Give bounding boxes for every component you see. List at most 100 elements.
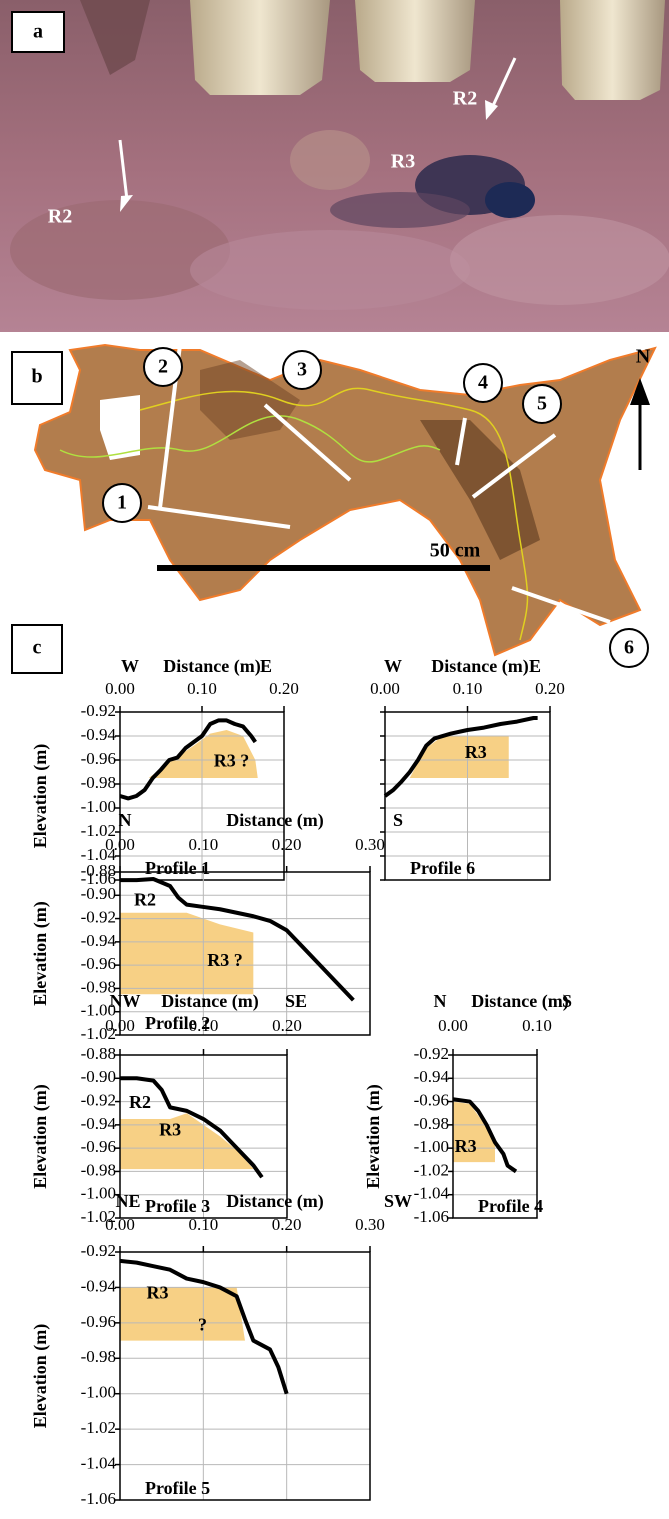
panel-label: b [31, 366, 42, 388]
y-tick-label: -0.98 [414, 1114, 449, 1133]
panel-label: c [33, 637, 42, 659]
profile-number: 3 [297, 359, 307, 381]
y-tick-label: -0.88 [81, 861, 116, 880]
y-tick-label: -0.94 [81, 931, 117, 950]
unit-label: R2 [453, 88, 477, 110]
x-tick-label: 0.20 [272, 1016, 302, 1035]
plot-frame [119, 1251, 371, 1501]
annotation: R2 [134, 889, 156, 909]
profile-line [452, 1097, 518, 1174]
y-tick-label: -0.98 [81, 773, 116, 792]
profile-marker [102, 483, 142, 523]
x-tick-label: 0.20 [272, 835, 302, 854]
shade-label: R3 [455, 1136, 477, 1156]
y-tick-label: -1.00 [81, 1184, 116, 1203]
y-tick-label: -0.96 [414, 1090, 449, 1109]
profile-marker [522, 384, 562, 424]
y-tick-label: -1.06 [81, 1489, 116, 1508]
x-tick-label: 0.00 [105, 835, 135, 854]
profile-number: 2 [158, 356, 168, 378]
y-tick-label: -0.92 [81, 1241, 116, 1260]
y-tick-label: -1.06 [414, 1207, 449, 1226]
x-tick-label: 0.20 [272, 1215, 302, 1234]
y-axis-title: Elevation (m) [363, 1084, 384, 1188]
y-tick-label: -0.92 [81, 1090, 116, 1109]
y-tick-label: -1.00 [81, 1383, 116, 1402]
y-axis-title: Elevation (m) [30, 901, 51, 1005]
y-tick-label: -0.92 [414, 1044, 449, 1063]
profile-line [119, 1258, 289, 1395]
x-axis-title: Distance (m) [226, 1191, 323, 1212]
profile-title: Profile 1 [145, 858, 210, 878]
y-tick-label: -0.94 [81, 725, 117, 744]
unit-area [120, 1113, 254, 1170]
x-tick-label: 0.10 [453, 679, 483, 698]
unit-area [409, 736, 509, 778]
profile-title: Profile 4 [478, 1196, 543, 1216]
profile-marker [463, 363, 503, 403]
y-tick-label: -1.02 [81, 821, 116, 840]
plot-frame [452, 1054, 538, 1219]
profile-title: Profile 6 [410, 858, 475, 878]
y-tick-label: -1.02 [81, 1418, 116, 1437]
y-tick-label: -0.90 [81, 1067, 116, 1086]
profile-number: 1 [117, 492, 127, 514]
direction-label: S [393, 810, 403, 830]
profile-line [119, 718, 257, 801]
x-tick-label: 0.10 [189, 1016, 219, 1035]
y-tick-label: -0.94 [414, 1067, 450, 1086]
direction-label: SE [285, 991, 307, 1011]
y-axis-title: Elevation (m) [30, 1324, 51, 1428]
y-tick-label: -1.04 [414, 1184, 450, 1203]
direction-label: S [562, 991, 572, 1011]
y-tick-label: -1.06 [81, 869, 116, 888]
y-tick-label: -1.04 [81, 1453, 117, 1472]
shade-label: R3 [159, 1120, 181, 1140]
y-tick-label: -0.88 [81, 1044, 116, 1063]
direction-label: NE [115, 1191, 140, 1211]
map: b 50 cm N [11, 343, 657, 657]
x-tick-label: 0.00 [370, 679, 400, 698]
y-tick-label: -0.98 [81, 1160, 116, 1179]
y-axis-title: Elevation (m) [30, 1084, 51, 1188]
y-tick-label: -1.00 [81, 1001, 116, 1020]
profile-marker [143, 347, 183, 387]
profile-title: Profile 3 [145, 1196, 210, 1216]
north-label: N [636, 346, 651, 368]
y-tick-label: -1.02 [414, 1160, 449, 1179]
x-tick-label: 0.00 [105, 1016, 135, 1035]
profile-number: 4 [478, 372, 488, 394]
annotation: R2 [129, 1092, 151, 1112]
y-tick-label: -1.00 [81, 797, 116, 816]
unit-label: R3 [391, 151, 415, 173]
profile-line [383, 716, 538, 798]
x-tick-label: 0.10 [187, 679, 217, 698]
profile-number: 5 [537, 393, 547, 415]
shade-label: R3 ? [207, 950, 243, 970]
shade-label: R3 [147, 1282, 169, 1302]
x-axis-title: Distance (m) [163, 656, 260, 677]
x-tick-label: 0.20 [269, 679, 299, 698]
y-tick-label: -0.92 [81, 907, 116, 926]
x-tick-label: 0.10 [188, 835, 218, 854]
plot-frame [119, 871, 371, 1036]
panel-label: a [33, 21, 43, 43]
y-tick-label: -0.94 [81, 1114, 117, 1133]
unit-label: R2 [48, 206, 72, 228]
y-tick-label: -0.90 [81, 884, 116, 903]
x-axis-title: Distance (m) [471, 991, 568, 1012]
direction-label: SW [384, 1191, 412, 1211]
x-axis-title: Distance (m) [431, 656, 528, 677]
y-tick-label: -1.04 [81, 845, 117, 864]
y-tick-label: -0.94 [81, 1276, 117, 1295]
y-tick-label: -1.00 [414, 1137, 449, 1156]
y-tick-label: -1.02 [81, 1207, 116, 1226]
x-tick-label: 0.10 [522, 1016, 552, 1035]
annotation: ? [198, 1315, 207, 1335]
unit-area [453, 1101, 495, 1163]
y-tick-label: -0.96 [81, 749, 116, 768]
unit-area [120, 1287, 245, 1341]
x-axis-title: Distance (m) [226, 810, 323, 831]
profile-line [120, 876, 355, 1002]
